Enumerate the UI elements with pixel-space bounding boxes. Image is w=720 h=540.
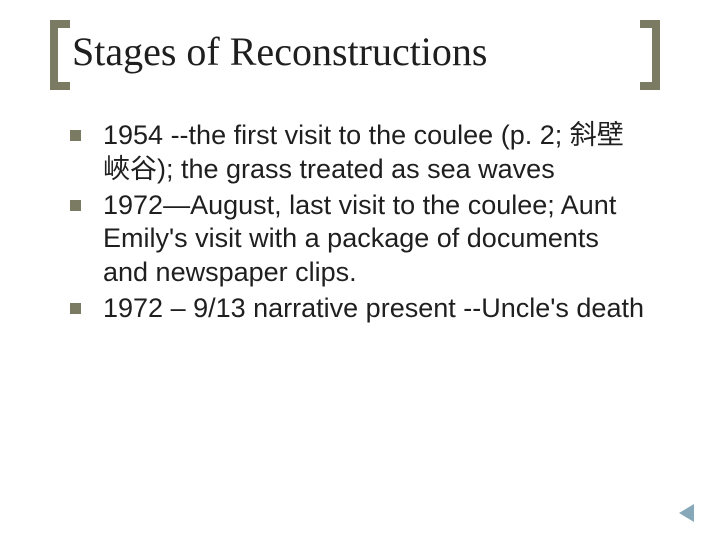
- bullet-icon: [70, 200, 81, 211]
- bullet-text: 1954 --the first visit to the coulee (p.…: [103, 119, 650, 187]
- bullet-icon: [70, 130, 81, 141]
- bracket-right-icon: [640, 20, 660, 89]
- title-container: Stages of Reconstructions: [50, 20, 660, 89]
- bullet-icon: [70, 303, 81, 314]
- bracket-left-icon: [50, 20, 70, 89]
- list-item: 1954 --the first visit to the coulee (p.…: [70, 119, 650, 187]
- slide: Stages of Reconstructions 1954 --the fir…: [0, 0, 720, 540]
- prev-arrow-icon[interactable]: [679, 504, 694, 522]
- bullet-text: 1972 – 9/13 narrative present --Uncle's …: [103, 292, 644, 326]
- slide-title: Stages of Reconstructions: [50, 28, 660, 75]
- bullet-text: 1972—August, last visit to the coulee; A…: [103, 189, 650, 290]
- list-item: 1972—August, last visit to the coulee; A…: [70, 189, 650, 290]
- content-area: 1954 --the first visit to the coulee (p.…: [50, 119, 660, 326]
- list-item: 1972 – 9/13 narrative present --Uncle's …: [70, 292, 650, 326]
